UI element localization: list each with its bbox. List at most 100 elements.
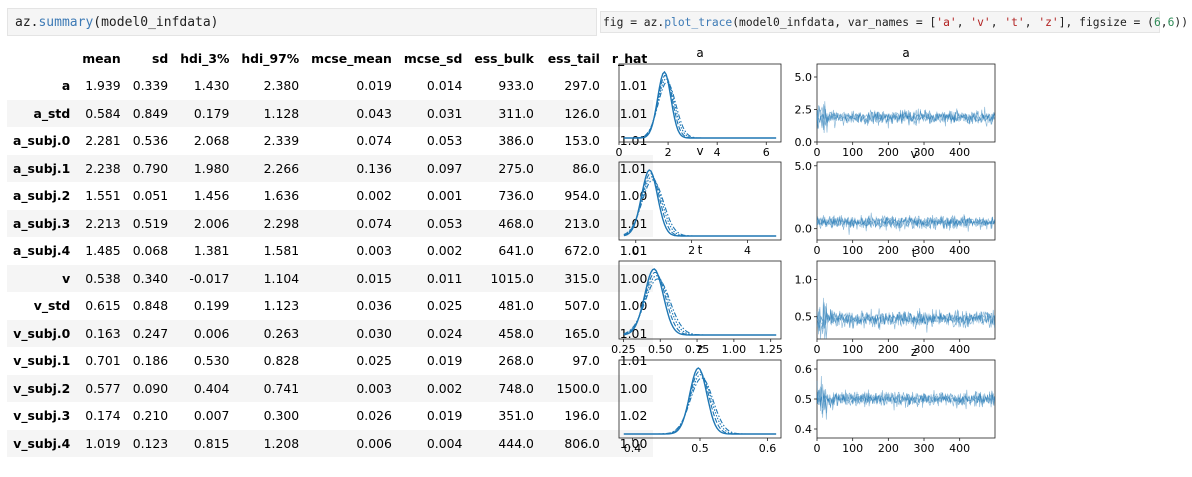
trace-line [816, 302, 995, 339]
table-cell: 0.053 [426, 215, 463, 231]
table-row: v_subj.4 1.019 0.123 0.815 1.208 0.006 0.004 44… [7, 429, 654, 457]
density-line [623, 176, 777, 237]
table-cell: 351.0 [498, 408, 534, 424]
x-tick-label: 0 [814, 244, 821, 257]
summary-code-cell[interactable]: az.summary(model0_infdata) [7, 8, 597, 36]
table-cell: 1.01 [619, 353, 648, 369]
density-axes-frame [618, 359, 782, 439]
density-axes-frame [618, 161, 782, 241]
table-row: a_subj.4 1.485 0.068 1.381 1.581 0.003 0.002 64… [7, 237, 653, 265]
trace-axes-frame [816, 161, 996, 241]
x-tick-label: 4 [714, 146, 721, 159]
code-string: 'a' [936, 16, 957, 29]
table-row: a_std 0.584 0.849 0.179 1.128 0.043 0.031 311.0… [7, 99, 654, 127]
table-cell: 933.0 [498, 78, 534, 94]
table-cell: 1015.0 [490, 270, 534, 286]
table-cell: 0.848 [132, 298, 169, 314]
table-cell: 0.701 [85, 353, 121, 369]
density-line [623, 377, 777, 435]
table-cell: 0.002 [426, 243, 463, 259]
x-tick-label: 0.50 [648, 343, 673, 356]
table-cell: 2.068 [193, 133, 230, 149]
table-cell: 468.0 [498, 215, 534, 231]
table-cell: 0.051 [132, 188, 169, 204]
subplot-title: t [698, 243, 703, 257]
table-cell: 1.381 [193, 243, 230, 259]
table-cell: 0.019 [356, 78, 392, 94]
table-cell: 507.0 [564, 298, 600, 314]
table-cell: 1.485 [85, 243, 121, 259]
table-cell: 275.0 [498, 160, 534, 176]
x-tick-label: 300 [914, 442, 935, 455]
code-part: , [1160, 16, 1168, 29]
y-tick-label: 5.0 [795, 71, 813, 84]
table-cell: 315.0 [564, 270, 600, 286]
plot-trace-code-cell[interactable]: fig = az.plot_trace(model0_infdata, var_… [600, 11, 1188, 33]
table-cell: 0.828 [263, 353, 300, 369]
density-line [623, 75, 777, 139]
row-label: v_subj.2 [13, 380, 71, 396]
table-row: a_subj.1 2.238 0.790 1.980 2.266 0.136 0.097 27… [7, 154, 654, 182]
code-part: fig = az. [603, 16, 665, 29]
x-tick-label: 0.5 [691, 442, 709, 455]
x-tick-label: 400 [949, 343, 970, 356]
table-cell: 736.0 [498, 188, 534, 204]
code-part: , [956, 16, 971, 29]
x-tick-label: 300 [914, 343, 935, 356]
density-line [623, 367, 777, 435]
table-cell: 1.551 [85, 188, 121, 204]
y-tick-label: 0.5 [795, 393, 813, 406]
column-header [7, 44, 76, 72]
column-header: mean [82, 50, 121, 66]
table-row: a_subj.0 2.281 0.536 2.068 2.339 0.074 0.053 38… [7, 127, 653, 155]
table-cell: 1.01 [619, 105, 648, 121]
density-line [623, 81, 777, 139]
table-row: a_subj.3 2.213 0.519 2.006 2.298 0.074 0.053 46… [7, 209, 654, 237]
table-cell: 458.0 [498, 325, 534, 341]
table-cell: 0.019 [426, 408, 463, 424]
table-cell: 1.208 [263, 435, 300, 451]
table-cell: 672.0 [564, 243, 600, 259]
table-cell: 0.815 [193, 435, 230, 451]
table-cell: 0.163 [85, 325, 121, 341]
table-cell: 0.179 [193, 105, 230, 121]
density-line [623, 374, 777, 435]
x-tick-label: 0 [616, 146, 623, 159]
table-cell: 1.939 [85, 78, 121, 94]
x-tick-label: 2 [665, 146, 672, 159]
table-cell: 0.199 [193, 298, 230, 314]
subplot-title: a [902, 46, 909, 60]
density-axes-frame [618, 63, 782, 143]
table-row: v_std 0.615 0.848 0.199 1.123 0.036 0.025 481.0… [7, 292, 653, 320]
x-tick-label: 300 [914, 146, 935, 159]
table-cell: 0.263 [263, 325, 300, 341]
table-cell: 0.014 [426, 78, 463, 94]
row-label: a_subj.4 [13, 243, 71, 259]
table-cell: 1.01 [619, 78, 648, 94]
row-label: a [61, 78, 71, 94]
code-string: 'v' [970, 16, 991, 29]
table-cell: 954.0 [564, 188, 600, 204]
x-tick-label: 0.4 [624, 442, 642, 455]
table-cell: 1.00 [619, 298, 648, 314]
x-tick-label: 6 [763, 146, 770, 159]
row-label: a_subj.1 [13, 160, 71, 176]
code-function: summary [38, 15, 94, 30]
x-tick-label: 0 [814, 146, 821, 159]
density-line [623, 70, 777, 139]
x-tick-label: 0.25 [611, 343, 636, 356]
table-cell: 1.104 [263, 270, 300, 286]
x-tick-label: 100 [842, 244, 863, 257]
table-cell: 1.01 [619, 133, 648, 149]
table-cell: 0.186 [132, 353, 169, 369]
table-cell: 0.247 [132, 325, 169, 341]
table-cell: 0.849 [132, 105, 169, 121]
table-cell: 297.0 [564, 78, 600, 94]
table-cell: 0.519 [132, 215, 169, 231]
y-tick-label: 2.5 [795, 104, 813, 117]
table-cell: 86.0 [572, 160, 600, 176]
code-part: (model0_infdata, var_names = [ [732, 16, 937, 29]
row-label: a_std [33, 105, 71, 121]
code-number: 6 [1153, 16, 1161, 29]
x-tick-label: 200 [878, 244, 899, 257]
